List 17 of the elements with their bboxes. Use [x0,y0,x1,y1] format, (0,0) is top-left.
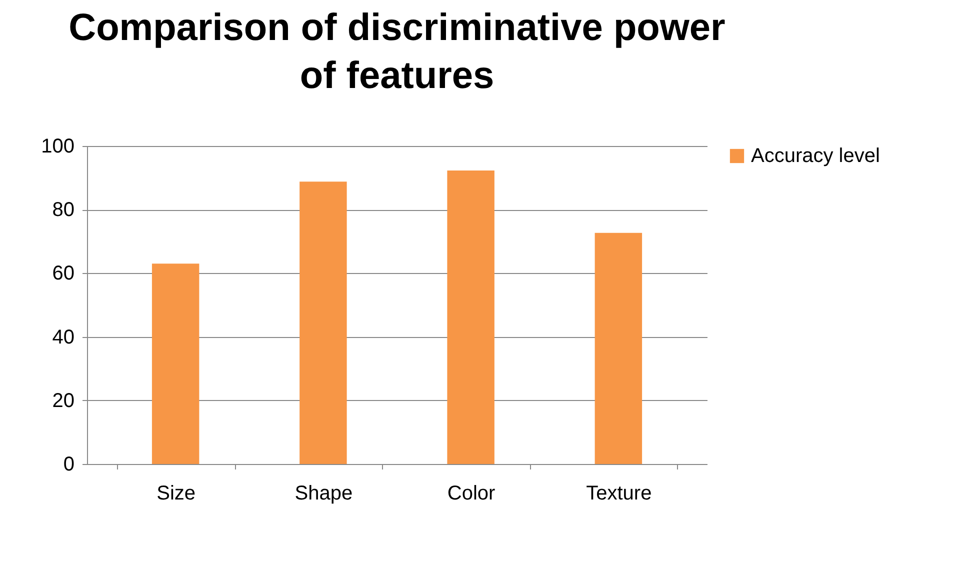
y-tick-label: 0 [63,454,74,476]
y-tick-label: 40 [52,326,74,348]
text: of features [300,55,494,97]
y-tick-label: 60 [52,262,74,285]
x-tick-label: Texture [586,482,652,504]
text: Comparison of discriminative power [68,7,726,49]
bar [152,264,200,464]
x-tick-label: Color [447,482,496,504]
bar [300,182,347,464]
x-tick-label: Shape [294,482,353,504]
x-tick-label: Size [156,482,196,504]
y-tick-label: 20 [52,390,74,412]
y-tick-label: 100 [41,136,74,158]
legend-label: Accuracy level [751,145,880,167]
y-tick-label: 80 [52,199,74,222]
bar [447,170,494,464]
bar [594,232,642,464]
